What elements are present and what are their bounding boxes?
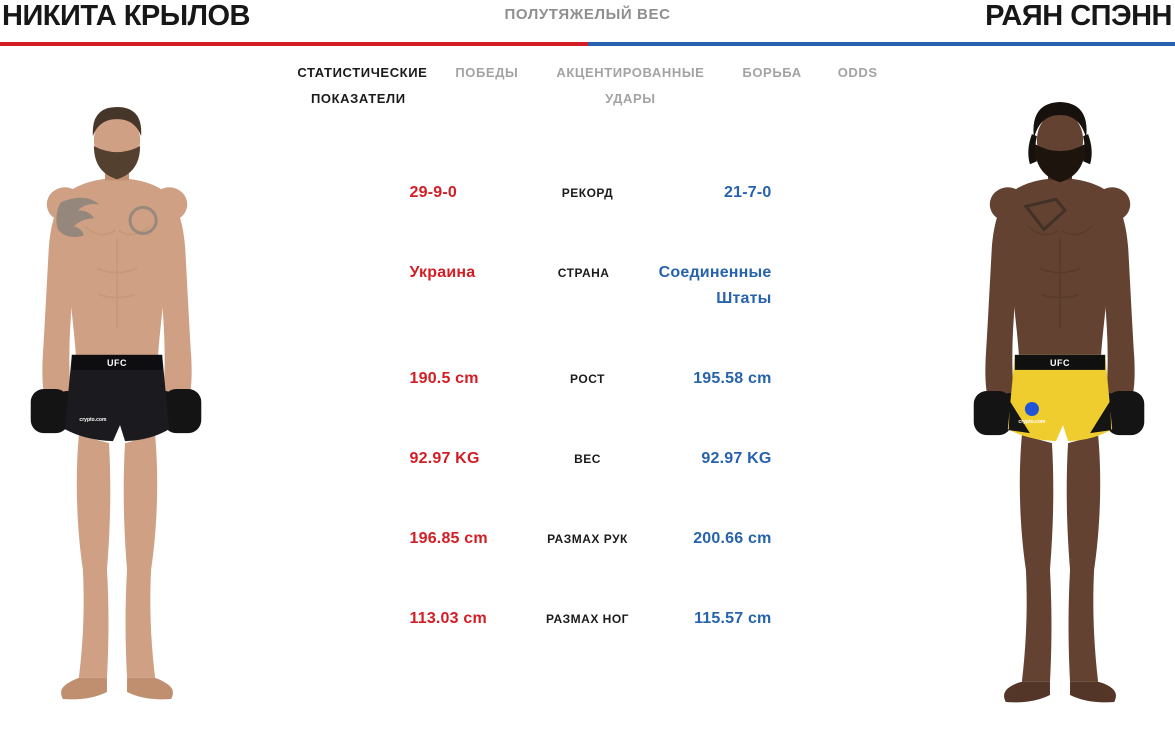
right-leg-reach-value: 115.57 cm <box>694 610 772 627</box>
right-record-value: 21-7-0 <box>724 184 772 201</box>
record-label: РЕКОРД <box>561 186 614 200</box>
stat-row-weight: 92.97 KG ВЕС 92.97 KG <box>390 446 786 472</box>
left-record-value: 29-9-0 <box>409 184 457 201</box>
left-leg-reach-value: 113.03 cm <box>409 610 487 627</box>
red-corner-bar <box>0 42 588 46</box>
country-label: СТРАНА <box>557 266 610 280</box>
left-weight-value: 92.97 KG <box>409 450 480 467</box>
matchup-header: НИКИТА КРЫЛОВ ПОЛУТЯЖЕЛЫЙ ВЕС РАЯН СПЭНН <box>0 0 1175 42</box>
tab-grappling[interactable]: БОРЬБА <box>742 60 801 86</box>
left-shorts-sponsor-text: crypto.com <box>79 417 107 423</box>
tab-significant-strikes[interactable]: АКЦЕНТИРОВАННЫЕ УДАРЫ <box>554 60 706 112</box>
left-fighter-photo: UFC crypto.com <box>0 98 232 710</box>
reach-label: РАЗМАХ РУК <box>547 532 628 546</box>
tab-statistics[interactable]: СТАТИСТИЧЕСКИЕ ПОКАЗАТЕЛИ <box>297 60 427 112</box>
tab-wins[interactable]: ПОБЕДЫ <box>455 60 518 86</box>
right-shorts-sponsor-text: crypto.com <box>1018 419 1046 425</box>
left-reach-value: 196.85 cm <box>409 530 488 547</box>
right-country-value: Соединенные Штаты <box>658 264 772 307</box>
tab-odds[interactable]: ODDS <box>838 60 878 86</box>
blue-corner-bar <box>587 42 1175 46</box>
weight-label: ВЕС <box>574 452 601 466</box>
left-fighter-illustration: UFC crypto.com <box>30 107 202 700</box>
height-label: РОСТ <box>570 372 605 386</box>
right-fighter-name: РАЯН СПЭНН <box>985 0 1172 32</box>
right-weight-value: 92.97 KG <box>701 450 772 467</box>
leg-reach-label: РАЗМАХ НОГ <box>546 612 629 626</box>
left-fighter-name: НИКИТА КРЫЛОВ <box>2 0 251 32</box>
stat-row-record: 29-9-0 РЕКОРД 21-7-0 <box>390 180 786 206</box>
right-fighter-illustration: UFC crypto.com <box>973 102 1145 703</box>
stats-tabs: СТАТИСТИЧЕСКИЕ ПОКАЗАТЕЛИ ПОБЕДЫ АКЦЕНТИ… <box>0 60 1175 112</box>
right-reach-value: 200.66 cm <box>693 530 772 547</box>
corner-color-divider <box>0 42 1175 46</box>
left-height-value: 190.5 cm <box>409 370 479 387</box>
stat-row-reach: 196.85 cm РАЗМАХ РУК 200.66 cm <box>390 526 786 552</box>
stat-row-country: Украина СТРАНА Соединенные Штаты <box>390 260 786 312</box>
right-shorts-brand-text: UFC <box>1050 358 1070 368</box>
left-country-value: Украина <box>409 264 476 281</box>
right-fighter-photo: UFC crypto.com <box>943 98 1175 710</box>
weight-class-label: ПОЛУТЯЖЕЛЫЙ ВЕС <box>504 6 671 23</box>
stat-row-leg-reach: 113.03 cm РАЗМАХ НОГ 115.57 cm <box>390 606 786 632</box>
stat-row-height: 190.5 cm РОСТ 195.58 cm <box>390 366 786 392</box>
left-shorts-brand-text: UFC <box>107 358 127 368</box>
stats-comparison-table: 29-9-0 РЕКОРД 21-7-0 Украина СТРАНА Соед… <box>390 180 786 686</box>
right-height-value: 195.58 cm <box>693 370 772 387</box>
